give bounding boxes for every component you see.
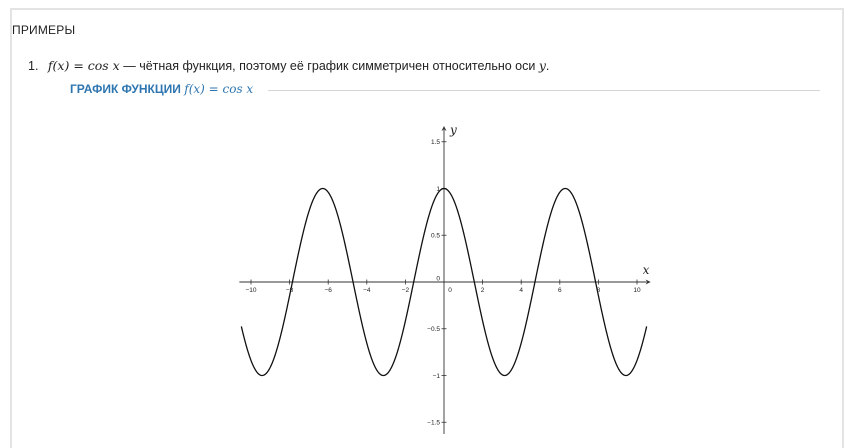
x-tick-label: −4 xyxy=(363,287,371,294)
x-tick-label: −2 xyxy=(402,287,410,294)
section-title: ПРИМЕРЫ xyxy=(12,23,76,37)
example-end: . xyxy=(545,59,550,73)
y-tick-label: 1.5 xyxy=(431,139,440,146)
x-tick-label: −8 xyxy=(286,287,294,294)
x-tick-label: −10 xyxy=(245,287,256,294)
y-tick-label: −1.5 xyxy=(427,420,440,427)
x-tick-label: 8 xyxy=(597,287,601,294)
x-tick-label: 0 xyxy=(448,287,452,294)
figure-caption: ГРАФИК ФУНКЦИИ f(x) = cos x xyxy=(70,82,253,96)
example-text: — чётная функция, поэтому её график симм… xyxy=(123,59,536,73)
x-tick-label: 10 xyxy=(633,287,641,294)
examples-card xyxy=(10,8,844,448)
x-tick-label: 6 xyxy=(558,287,562,294)
y-axis-label: y xyxy=(449,123,457,137)
caption-divider xyxy=(268,90,820,91)
y-tick-label: −1 xyxy=(433,373,441,380)
x-axis-label: x xyxy=(643,263,650,277)
x-axis-arrow xyxy=(645,279,651,285)
y-tick-label: 0.5 xyxy=(431,233,440,240)
example-number: 1. xyxy=(28,59,39,73)
figure-caption-formula: f(x) = cos x xyxy=(184,82,254,96)
example-formula: f(x) = cos x xyxy=(47,58,120,73)
example-axis-symbol: y xyxy=(538,58,546,73)
cosine-curve xyxy=(240,187,648,377)
y-tick-label: −0.5 xyxy=(427,326,440,333)
figure-caption-row: ГРАФИК ФУНКЦИИ f(x) = cos x xyxy=(70,82,822,98)
figure-caption-text: ГРАФИК ФУНКЦИИ xyxy=(70,82,181,96)
y-tick-label: 0 xyxy=(436,275,440,282)
y-axis-arrow xyxy=(441,126,447,131)
x-tick-label: 2 xyxy=(481,287,485,294)
example-item: 1. f(x) = cos x — чётная функция, поэтом… xyxy=(28,58,549,73)
x-tick-label: −6 xyxy=(324,287,332,294)
y-tick-label: 1 xyxy=(436,186,440,193)
x-tick-label: 4 xyxy=(519,287,523,294)
